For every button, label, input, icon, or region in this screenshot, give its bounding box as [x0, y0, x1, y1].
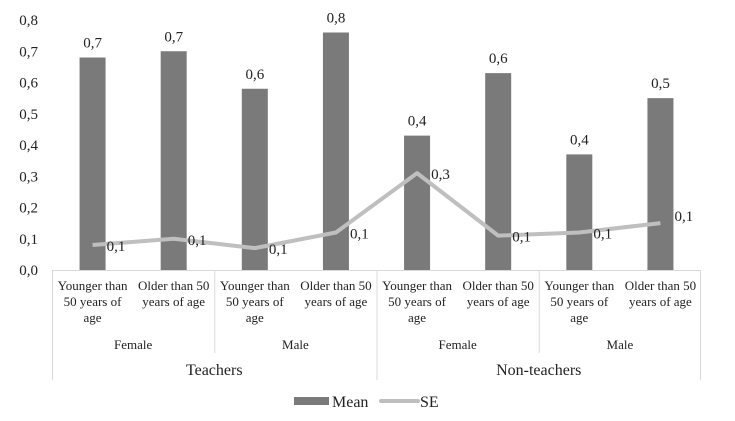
y-tick-label: 0,2 — [19, 201, 38, 217]
category-label: years of age — [629, 294, 692, 309]
mean-bars — [79, 32, 674, 270]
mean-data-label: 0,6 — [245, 67, 264, 83]
gender-group-label: Male — [607, 337, 634, 352]
category-label: age — [408, 310, 426, 325]
y-tick-label: 0,6 — [19, 76, 38, 92]
gender-group-label: Female — [438, 337, 476, 352]
mean-bar — [241, 88, 268, 270]
y-tick-label: 0,8 — [19, 13, 38, 29]
y-tick-label: 0,5 — [19, 107, 38, 123]
se-line — [92, 171, 661, 251]
category-label: Older than 50 — [300, 278, 371, 293]
mean-bar — [79, 57, 106, 270]
se-data-label: 0,1 — [593, 227, 612, 243]
occupation-group-label: Teachers — [186, 362, 243, 379]
category-label: age — [246, 310, 264, 325]
legend-mean-label: Mean — [332, 394, 368, 411]
category-label: Older than 50 — [625, 278, 696, 293]
y-tick-label: 0,3 — [19, 169, 38, 185]
mean-data-label: 0,7 — [164, 29, 183, 45]
category-label: Older than 50 — [138, 278, 209, 293]
mean-bar — [647, 98, 674, 270]
se-data-label: 0,1 — [269, 242, 288, 258]
category-label: years of age — [142, 294, 205, 309]
mean-data-labels: 0,7 0,7 0,6 0,8 0,4 0,6 0,4 0,5 — [83, 11, 670, 149]
mean-data-label: 0,8 — [327, 11, 346, 27]
mean-bar — [485, 73, 512, 270]
gender-group-label: Female — [114, 337, 152, 352]
mean-data-label: 0,6 — [489, 51, 508, 67]
category-label: 50 years of — [388, 294, 446, 309]
mean-data-label: 0,7 — [83, 36, 102, 52]
y-tick-label: 0,1 — [19, 232, 38, 248]
se-data-label: 0,1 — [350, 227, 369, 243]
category-label: age — [570, 310, 588, 325]
se-data-labels: 0,1 0,1 0,1 0,1 0,3 0,1 0,1 0,1 — [107, 167, 694, 258]
category-label: Younger than — [382, 278, 452, 293]
mean-bar — [566, 154, 593, 270]
se-data-label: 0,1 — [512, 230, 531, 246]
se-data-label: 0,3 — [431, 167, 450, 183]
legend: Mean SE — [294, 394, 439, 411]
occupation-group-label: Non-teachers — [496, 362, 581, 379]
category-label: 50 years of — [64, 294, 122, 309]
se-data-label: 0,1 — [188, 233, 207, 249]
se-data-label: 0,1 — [107, 239, 126, 255]
legend-se-label: SE — [420, 394, 439, 411]
se-line-path — [92, 171, 661, 251]
mean-bar — [160, 51, 187, 270]
legend-mean-swatch — [294, 397, 329, 405]
mean-data-label: 0,4 — [408, 114, 427, 130]
category-label: years of age — [305, 294, 368, 309]
y-tick-label: 0,0 — [19, 263, 38, 279]
gender-group-label: Male — [282, 337, 309, 352]
category-label: 50 years of — [226, 294, 284, 309]
category-label: age — [84, 310, 102, 325]
category-label: 50 years of — [550, 294, 608, 309]
category-label: Younger than — [544, 278, 614, 293]
y-axis: 0,0 0,1 0,2 0,3 0,4 0,5 0,6 0,7 0,8 — [19, 13, 38, 279]
y-tick-label: 0,7 — [19, 44, 38, 60]
category-label: Younger than — [220, 278, 290, 293]
category-label: Older than 50 — [462, 278, 533, 293]
category-label: years of age — [467, 294, 530, 309]
y-tick-label: 0,4 — [19, 138, 38, 154]
category-label: Younger than — [58, 278, 128, 293]
mean-bar — [404, 135, 431, 270]
se-data-label: 0,1 — [674, 209, 693, 225]
mean-data-label: 0,4 — [570, 132, 589, 148]
mean-data-label: 0,5 — [651, 76, 670, 92]
